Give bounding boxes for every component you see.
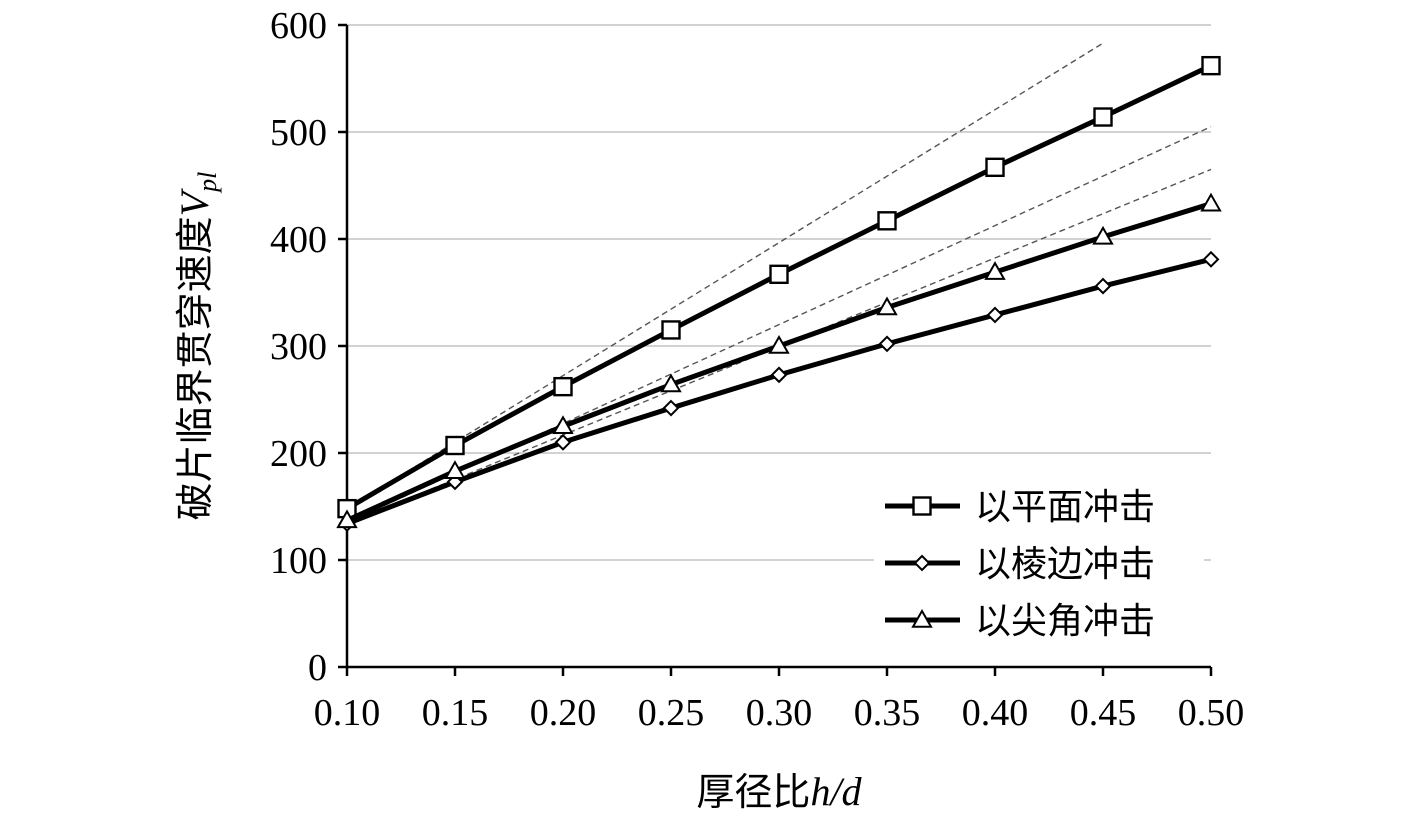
legend-entry-triangle: 以尖角冲击 — [885, 601, 1155, 642]
data-point — [878, 335, 896, 353]
y-tick-label: 600 — [270, 5, 327, 47]
data-point — [985, 157, 1005, 178]
x-axis-title-var: h/d — [810, 769, 862, 814]
reference-line-1 — [346, 42, 1104, 510]
legend-label: 以平面冲击 — [975, 487, 1155, 528]
series — [336, 55, 1222, 533]
data-point — [445, 435, 465, 456]
data-point — [768, 334, 790, 354]
data-point — [1094, 277, 1112, 295]
data-point — [660, 373, 682, 393]
data-point — [662, 399, 680, 417]
y-tick-label: 400 — [270, 219, 327, 261]
data-point — [553, 376, 573, 397]
y-tick-label: 100 — [270, 540, 327, 582]
y-tick-label: 200 — [270, 433, 327, 475]
data-point — [554, 433, 572, 451]
data-point — [1200, 192, 1222, 212]
legend-swatch-marker — [911, 608, 933, 628]
data-point — [876, 296, 898, 316]
data-point — [769, 264, 789, 285]
y-tick-label: 0 — [308, 647, 327, 689]
reference-line-3 — [346, 168, 1212, 525]
legend-entry-diamond: 以棱边冲击 — [885, 544, 1155, 585]
x-tick-label: 0.20 — [530, 692, 597, 734]
data-point — [444, 460, 466, 479]
x-tick-label: 0.30 — [746, 692, 813, 734]
legend-entry-square: 以平面冲击 — [885, 487, 1155, 528]
data-point — [877, 211, 897, 231]
series-square — [337, 55, 1221, 519]
data-point — [1202, 250, 1220, 268]
y-axis-title-main: 破片临界贯穿速度 — [173, 216, 217, 520]
data-point — [770, 366, 788, 384]
reference-lines — [346, 42, 1212, 525]
x-tick-label: 0.10 — [314, 692, 381, 734]
y-axis-title-sub: pl — [193, 172, 222, 194]
y-tick-label: 300 — [270, 326, 327, 368]
series-triangle — [336, 192, 1222, 529]
tick-labels: 0 100 200 300 400 500 600 0.10 0.15 0.20 0.25 0.30 0… — [270, 5, 1244, 734]
x-tick-label: 0.15 — [422, 692, 489, 734]
data-point — [1092, 225, 1114, 245]
axes — [338, 23, 1213, 676]
x-tick-label: 0.50 — [1178, 692, 1245, 734]
data-point — [1201, 55, 1221, 76]
legend-swatch-marker — [913, 554, 931, 572]
legend-swatch-marker — [912, 496, 932, 516]
legend-label: 以棱边冲击 — [975, 544, 1155, 585]
data-point — [986, 306, 1004, 324]
legend-label: 以尖角冲击 — [975, 601, 1155, 642]
x-tick-label: 0.35 — [854, 692, 921, 734]
y-axis-title: 破片临界贯穿速度Vpl — [172, 172, 222, 521]
reference-line-2 — [346, 126, 1212, 524]
x-tick-label: 0.45 — [1070, 692, 1137, 734]
x-axis-title: 厚径比h/d — [696, 769, 862, 814]
y-axis-title-var: V — [172, 187, 217, 216]
x-axis-title-main: 厚径比 — [696, 770, 810, 814]
y-tick-label: 500 — [270, 112, 327, 154]
data-point — [984, 261, 1006, 280]
data-point — [552, 415, 574, 434]
x-tick-label: 0.40 — [962, 692, 1029, 734]
data-point — [1093, 107, 1113, 127]
data-point — [336, 509, 358, 529]
x-tick-label: 0.25 — [638, 692, 705, 734]
data-point — [661, 320, 681, 340]
